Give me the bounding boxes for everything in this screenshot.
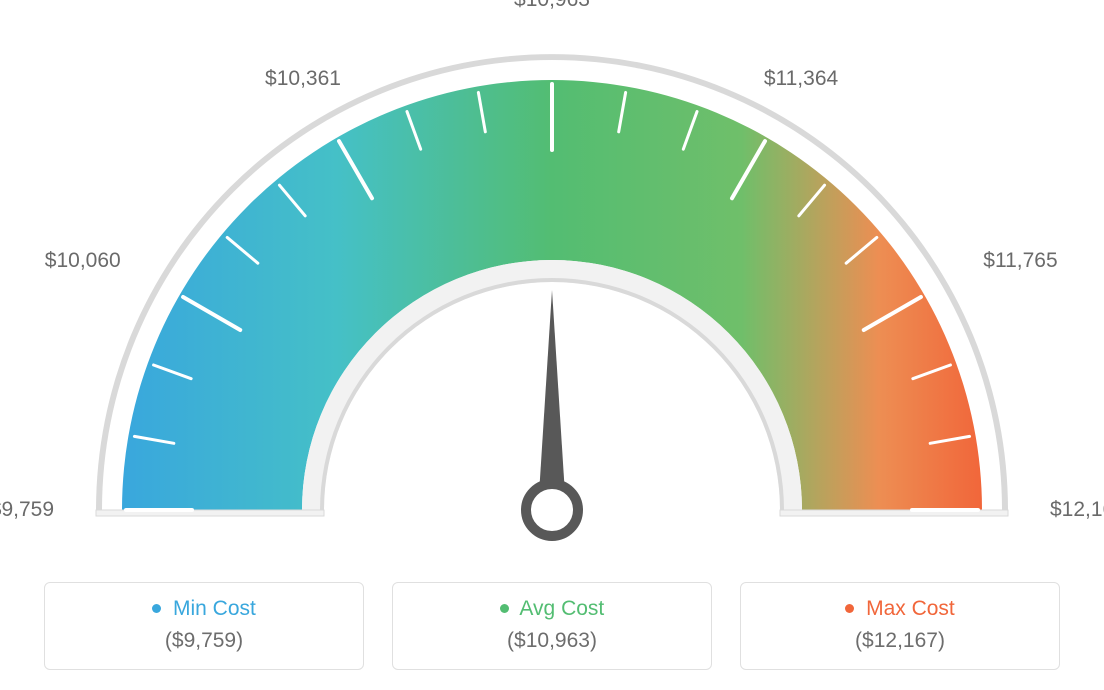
gauge-tick-label: $9,759	[0, 498, 54, 522]
legend-label: Max Cost	[866, 597, 955, 620]
gauge-area: $9,759 $10,060 $10,361 $10,963 $11,364 $11,76…	[0, 0, 1104, 560]
dot-icon	[152, 604, 161, 613]
legend-card-min: Min Cost ($9,759)	[44, 582, 364, 670]
legend-title-avg: Avg Cost	[411, 597, 693, 621]
gauge-tick-label: $10,361	[265, 67, 341, 91]
gauge-svg	[0, 0, 1104, 560]
legend-card-max: Max Cost ($12,167)	[740, 582, 1060, 670]
gauge-tick-label: $10,963	[514, 0, 590, 12]
cost-gauge-chart: $9,759 $10,060 $10,361 $10,963 $11,364 $11,76…	[0, 0, 1104, 690]
legend-value: ($12,167)	[759, 629, 1041, 653]
legend-row: Min Cost ($9,759) Avg Cost ($10,963) Max…	[0, 582, 1104, 670]
legend-label: Min Cost	[173, 597, 256, 620]
legend-title-min: Min Cost	[63, 597, 345, 621]
gauge-tick-label: $11,765	[983, 249, 1057, 273]
gauge-tick-label: $10,060	[45, 249, 121, 273]
dot-icon	[845, 604, 854, 613]
gauge-tick-label: $11,364	[764, 67, 838, 91]
legend-label: Avg Cost	[519, 597, 604, 620]
gauge-tick-label: $12,167	[1050, 498, 1104, 522]
dot-icon	[500, 604, 509, 613]
legend-value: ($10,963)	[411, 629, 693, 653]
legend-value: ($9,759)	[63, 629, 345, 653]
legend-title-max: Max Cost	[759, 597, 1041, 621]
legend-card-avg: Avg Cost ($10,963)	[392, 582, 712, 670]
